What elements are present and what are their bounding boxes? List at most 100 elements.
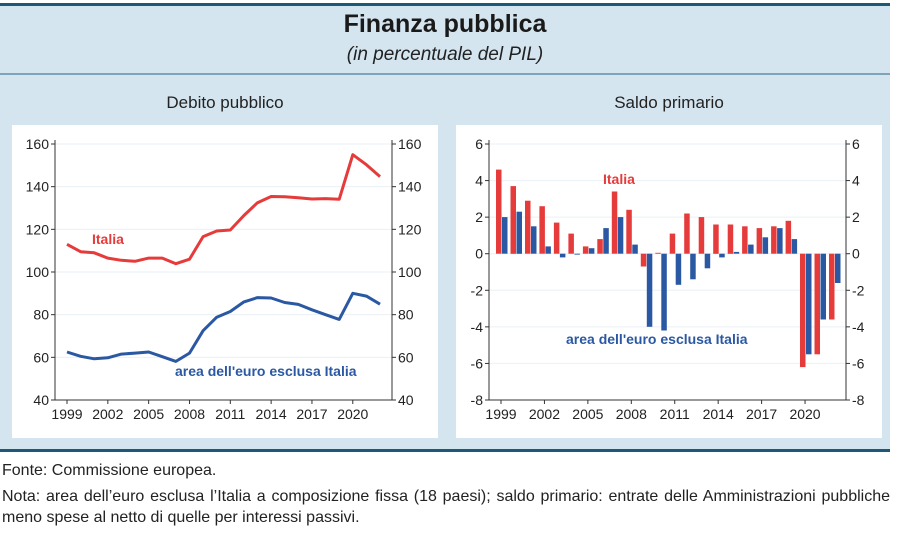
bar-italia bbox=[800, 253, 806, 368]
bar-area-euro bbox=[748, 244, 754, 254]
chart-debito-pubblico: 40 40 60 60 80 80 100 100 120 120 140 140 160 160 1999… bbox=[12, 125, 438, 438]
bar-italia bbox=[626, 209, 632, 254]
y-tick-label-left: 40 bbox=[33, 392, 49, 408]
y-tick-label-left: -2 bbox=[471, 282, 484, 298]
figure-title: Finanza pubblica bbox=[343, 10, 547, 38]
x-tick-label: 1999 bbox=[485, 406, 516, 422]
bar-italia bbox=[727, 224, 734, 254]
x-tick-label: 2008 bbox=[616, 406, 647, 422]
y-tick-label-right: 0 bbox=[852, 246, 860, 262]
x-tick-label: 2002 bbox=[529, 406, 560, 422]
bar-chart-svg: -8 -8 -6 -6 -4 -4 -2 -2 0 0 2 2 4 4 6 6 1999 2002 2005 2008… bbox=[471, 136, 865, 422]
bar-area-euro bbox=[646, 253, 653, 327]
bar-area-euro bbox=[733, 251, 740, 254]
bar-italia bbox=[742, 226, 748, 254]
bar-area-euro bbox=[806, 253, 812, 355]
x-tick-label: 1999 bbox=[51, 406, 82, 422]
figure-subtitle: (in percentuale del PIL) bbox=[346, 44, 544, 65]
bar-area-euro bbox=[791, 239, 798, 254]
x-tick-label: 2005 bbox=[133, 406, 164, 422]
bar-area-euro bbox=[835, 253, 841, 283]
bar-area-euro bbox=[617, 217, 624, 254]
bar-italia bbox=[640, 253, 647, 267]
y-tick-label-right: 100 bbox=[398, 264, 422, 280]
x-tick-label: 2020 bbox=[337, 406, 368, 422]
y-tick-label-left: -4 bbox=[471, 319, 484, 335]
bar-italia bbox=[684, 213, 690, 254]
bar-area-euro bbox=[588, 248, 595, 254]
line-chart-svg: 40 40 60 60 80 80 100 100 120 120 140 140 160 160 1999… bbox=[26, 136, 422, 422]
bar-italia bbox=[510, 186, 516, 254]
bar-area-euro bbox=[675, 253, 682, 285]
bar-area-euro bbox=[545, 246, 551, 254]
x-tick-label: 2020 bbox=[789, 406, 820, 422]
y-tick-label-left: 0 bbox=[475, 246, 483, 262]
bar-area-euro bbox=[719, 253, 725, 258]
line-series-italia bbox=[66, 153, 381, 266]
bar-italia bbox=[669, 233, 676, 254]
bar-italia bbox=[539, 206, 545, 254]
footnote: Nota: area dell’euro esclusa l’Italia a … bbox=[2, 488, 890, 526]
y-tick-label-left: -8 bbox=[471, 392, 484, 408]
bar-area-euro bbox=[531, 226, 537, 254]
y-tick-label-left: 6 bbox=[475, 136, 483, 152]
legend-label-italia: Italia bbox=[92, 231, 124, 247]
x-tick-label: 2008 bbox=[174, 406, 205, 422]
bar-italia bbox=[582, 246, 589, 254]
bar-italia bbox=[597, 239, 603, 254]
bar-area-euro bbox=[632, 244, 638, 254]
legend-label-area-euro: area dell'euro esclusa Italia bbox=[566, 331, 748, 347]
y-tick-label-left: 100 bbox=[26, 264, 50, 280]
y-tick-label-right: -2 bbox=[852, 282, 865, 298]
bar-area-euro bbox=[690, 253, 696, 280]
chart-saldo-primario: -8 -8 -6 -6 -4 -4 -2 -2 0 0 2 2 4 4 6 6 1999 2002 2005 2008… bbox=[456, 125, 882, 438]
legend-label-italia: Italia bbox=[603, 171, 635, 187]
x-tick-label: 2011 bbox=[215, 406, 245, 422]
y-tick-label-right: 160 bbox=[398, 136, 422, 152]
y-tick-label-left: 4 bbox=[475, 173, 483, 189]
bar-italia bbox=[553, 222, 560, 254]
y-tick-label-right: 60 bbox=[398, 349, 414, 365]
y-tick-label-left: 140 bbox=[26, 179, 50, 195]
bar-area-euro bbox=[603, 228, 609, 254]
x-tick-label: 2017 bbox=[746, 406, 777, 422]
y-tick-label-right: 2 bbox=[852, 209, 860, 225]
bar-italia bbox=[814, 253, 820, 355]
y-tick-label-left: 160 bbox=[26, 136, 50, 152]
bar-italia bbox=[771, 226, 777, 254]
line-series-area-euro bbox=[66, 291, 381, 363]
source-note: Fonte: Commissione europea. bbox=[2, 462, 217, 479]
y-tick-label-right: 120 bbox=[398, 221, 422, 237]
bar-italia bbox=[829, 253, 835, 320]
bar-area-euro bbox=[777, 228, 783, 254]
bar-italia bbox=[698, 217, 705, 254]
bar-area-euro bbox=[502, 217, 508, 254]
x-tick-label: 2014 bbox=[256, 406, 287, 422]
bar-italia bbox=[785, 220, 792, 254]
bar-area-euro bbox=[559, 253, 566, 258]
bar-italia bbox=[713, 224, 719, 254]
bar-area-euro bbox=[762, 237, 769, 254]
y-tick-label-right: -4 bbox=[852, 319, 865, 335]
y-tick-label-left: 2 bbox=[475, 209, 483, 225]
y-tick-label-right: 40 bbox=[398, 392, 414, 408]
bar-area-euro bbox=[704, 253, 711, 269]
bar-area-euro bbox=[574, 253, 580, 255]
y-tick-label-left: 120 bbox=[26, 221, 50, 237]
x-tick-label: 2002 bbox=[92, 406, 123, 422]
bar-italia bbox=[611, 191, 618, 254]
bar-italia bbox=[496, 169, 502, 254]
y-tick-label-left: 80 bbox=[33, 307, 49, 323]
header-divider bbox=[0, 73, 890, 75]
bar-italia bbox=[525, 200, 531, 254]
y-tick-label-right: 6 bbox=[852, 136, 860, 152]
x-tick-label: 2005 bbox=[572, 406, 603, 422]
chart-title-saldo: Saldo primario bbox=[614, 93, 724, 112]
bar-area-euro bbox=[820, 253, 826, 320]
legend-label-area-euro: area dell'euro esclusa Italia bbox=[175, 363, 357, 379]
x-tick-label: 2011 bbox=[660, 406, 690, 422]
y-tick-label-left: 60 bbox=[33, 349, 49, 365]
y-tick-label-right: -8 bbox=[852, 392, 865, 408]
bar-italia bbox=[756, 228, 763, 254]
y-tick-label-right: 140 bbox=[398, 179, 422, 195]
